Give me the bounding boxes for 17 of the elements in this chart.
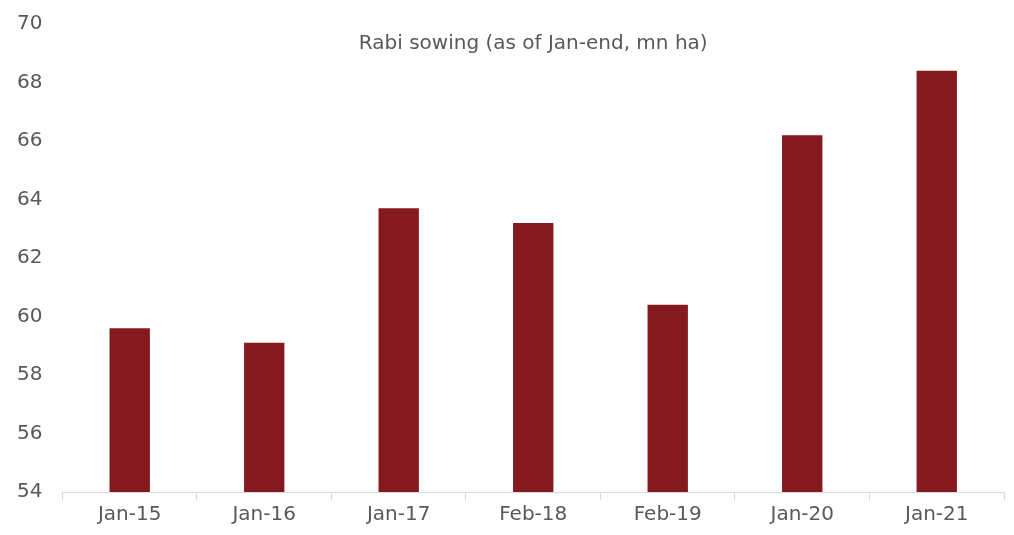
x-tick-label: Feb-18 <box>499 501 568 526</box>
x-tick-label: Jan-21 <box>903 501 969 526</box>
x-tick-label: Jan-17 <box>364 501 431 526</box>
y-tick-label: 58 <box>17 361 43 386</box>
x-tick-label: Jan-16 <box>230 501 296 526</box>
y-tick-label: 64 <box>17 185 43 210</box>
y-tick-label: 54 <box>17 478 43 503</box>
text: Rabi sowing (as of Jan-end, mn ha) <box>358 30 708 55</box>
y-tick-label: 60 <box>17 302 43 327</box>
y-tick-label: 56 <box>17 419 43 444</box>
y-tick-label: 66 <box>17 127 43 152</box>
y-tick-label: 70 <box>17 10 43 35</box>
x-tick-label: Jan-15 <box>95 501 162 526</box>
y-tick-label: 68 <box>17 68 43 93</box>
x-tick-label: Feb-19 <box>633 501 702 526</box>
y-tick-label: 62 <box>17 244 43 269</box>
x-tick-label: Jan-20 <box>768 501 834 526</box>
